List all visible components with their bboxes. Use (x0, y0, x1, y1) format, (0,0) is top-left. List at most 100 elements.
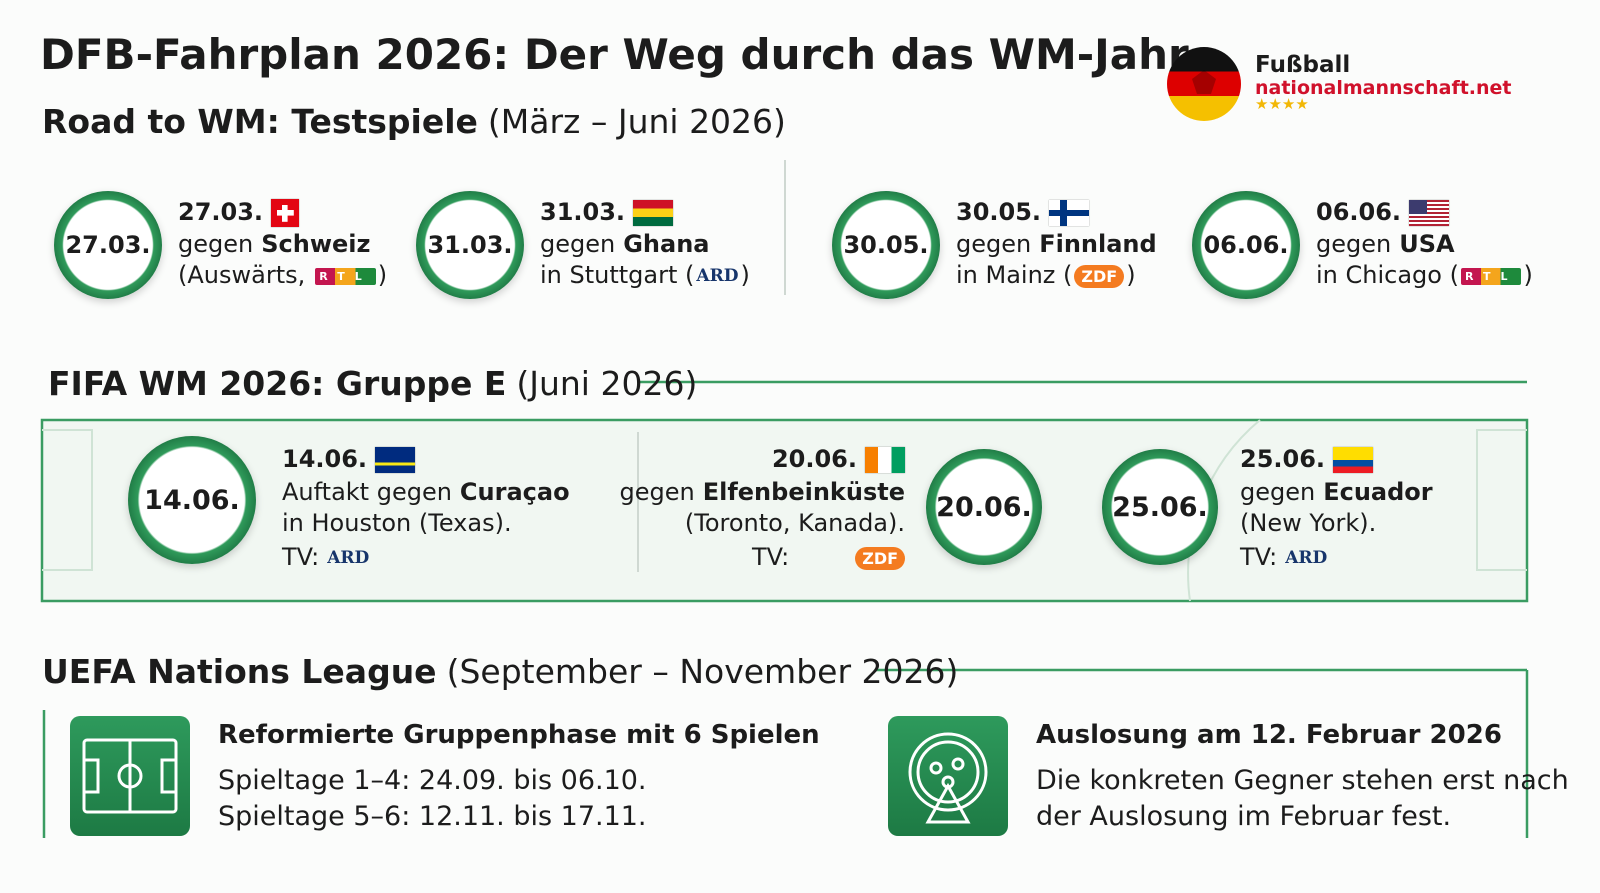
match-venue: in Houston (Texas). (282, 509, 512, 537)
opponent: Schweiz (261, 230, 371, 258)
section-subtitle: (Juni 2026) (516, 364, 698, 403)
flag (1333, 447, 1374, 473)
opponent: Elfenbeinküste (702, 478, 905, 506)
date: 25.06. (1240, 445, 1326, 473)
tv-logo: ZDF (1074, 264, 1125, 288)
date-circle: 27.03. (54, 191, 162, 299)
date: 27.03. (178, 198, 264, 226)
flag (1049, 200, 1090, 226)
date-circle: 31.03. (416, 191, 524, 299)
section-subtitle: (September – November 2026) (446, 652, 959, 691)
date: 31.03. (540, 198, 626, 226)
match-opponent: gegen Elfenbeinküste (620, 478, 906, 506)
match-date: 06.06. (1316, 198, 1450, 226)
venue-close: ) (1126, 261, 1136, 289)
match-date: 14.06. (282, 445, 416, 473)
opponent: Ghana (623, 230, 710, 258)
card-title: Auslosung am 12. Februar 2026 (1036, 720, 1502, 750)
page-title: DFB-Fahrplan 2026: Der Weg durch das WM-… (40, 30, 1189, 79)
tv-logo: ARD (1285, 548, 1328, 568)
match-venue: in Chicago (RTL) (1316, 261, 1533, 289)
flag (633, 200, 674, 226)
section-title: UEFA Nations League (42, 652, 437, 691)
venue-close: ) (1523, 261, 1533, 289)
logo-stars: ★★★★ (1255, 95, 1309, 113)
section-heading: UEFA Nations League (September – November… (42, 652, 958, 691)
card-title: Reformierte Gruppenphase mit 6 Spielen (218, 720, 820, 750)
card-line: Spieltage 1–4: 24.09. bis 06.10. (218, 765, 647, 796)
card-line: der Auslosung im Februar fest. (1036, 801, 1452, 832)
match-date: 25.06. (1240, 445, 1374, 473)
match-tv: TV: ARD (282, 543, 371, 571)
section-heading: Road to WM: Testspiele (März – Juni 2026) (42, 102, 786, 141)
venue: in Mainz ( (956, 261, 1073, 289)
match-opponent: gegen Ecuador (1240, 478, 1433, 506)
date-circle: 14.06. (128, 436, 256, 564)
prefix: gegen (1316, 230, 1392, 258)
tv-logo: ARD (696, 266, 739, 286)
venue-close: ) (377, 261, 388, 289)
date-circle: 30.05. (832, 191, 940, 299)
tv-logo: ZDF (855, 546, 906, 570)
tv-logo: RTL (315, 267, 376, 285)
logo-ball (1167, 47, 1241, 121)
match-opponent: gegen USA (1316, 230, 1455, 258)
venue: in Stuttgart ( (540, 261, 695, 289)
flag (375, 447, 416, 473)
match-venue: (Toronto, Kanada). (684, 509, 905, 537)
match-opponent: gegen Schweiz (178, 230, 370, 258)
match-venue: in Stuttgart (ARD) (540, 261, 750, 289)
flag (1409, 200, 1450, 226)
tv-label: TV: (752, 543, 790, 571)
prefix: gegen (540, 230, 616, 258)
venue: (Auswärts, (178, 261, 306, 289)
prefix: gegen (1240, 478, 1316, 506)
match-tv: TV: ARD (1240, 543, 1329, 571)
match-opponent: gegen Finnland (956, 230, 1157, 258)
section-heading: FIFA WM 2026: Gruppe E (Juni 2026) (48, 364, 697, 403)
logo-line2: nationalmannschaft.net (1255, 77, 1512, 99)
prefix: gegen (619, 478, 695, 506)
match-tv: TV: ZDF (752, 543, 907, 571)
match-date: 27.03. (178, 198, 300, 227)
match-venue: (Auswärts, RTL) (178, 261, 387, 289)
tv-label: TV: (282, 543, 320, 571)
section-subtitle: (März – Juni 2026) (487, 102, 786, 141)
opponent: USA (1399, 230, 1455, 258)
flag (271, 199, 300, 227)
section-title: FIFA WM 2026: Gruppe E (48, 364, 507, 403)
date-circle: 25.06. (1102, 449, 1218, 565)
tv-logo: ARD (327, 548, 370, 568)
prefix: gegen (956, 230, 1032, 258)
flag (865, 447, 905, 473)
date: 20.06. (771, 445, 857, 473)
card-line: Die konkreten Gegner stehen erst nach (1036, 765, 1569, 796)
match-date: 20.06. (772, 445, 905, 473)
date: 30.05. (956, 198, 1042, 226)
match-date: 30.05. (956, 198, 1090, 226)
date-circle: 06.06. (1192, 191, 1300, 299)
pitch-icon (70, 716, 190, 836)
date-circle: 20.06. (926, 449, 1042, 565)
opponent: Finnland (1039, 230, 1157, 258)
opponent: Curaçao (459, 478, 570, 506)
prefix: gegen (178, 230, 254, 258)
match-opponent: gegen Ghana (540, 230, 709, 258)
tv-logo: RTL (1460, 267, 1522, 285)
match-opponent: Auftakt gegen Curaçao (282, 478, 570, 506)
date: 14.06. (282, 445, 368, 473)
tv-label: TV: (1240, 543, 1278, 571)
venue-close: ) (740, 261, 750, 289)
opponent: Ecuador (1323, 478, 1433, 506)
venue: in Chicago ( (1316, 261, 1459, 289)
prefix: Auftakt gegen (282, 478, 452, 506)
match-date: 31.03. (540, 198, 674, 226)
match-venue: (New York). (1240, 509, 1377, 537)
logo-line1: Fußball (1255, 52, 1351, 78)
card-line: Spieltage 5–6: 12.11. bis 17.11. (218, 801, 647, 832)
match-venue: in Mainz (ZDF) (956, 261, 1136, 289)
draw-icon (888, 716, 1008, 836)
section-title: Road to WM: Testspiele (42, 102, 478, 141)
